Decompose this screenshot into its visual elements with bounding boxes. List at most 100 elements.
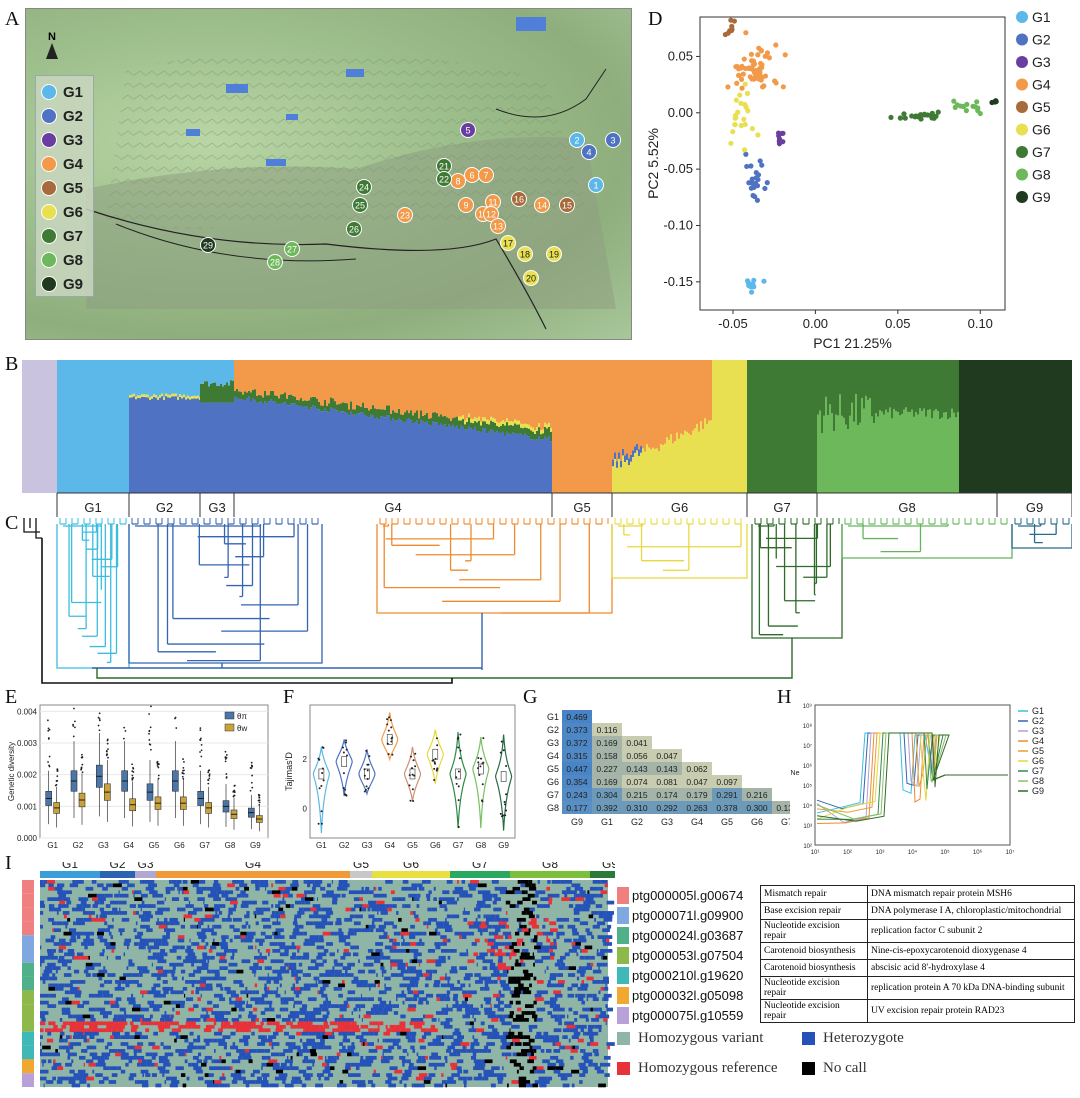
structure-bar-g2 [163,399,166,493]
i-cell [354,904,363,908]
structure-bar-g1 [224,360,227,385]
i-cell [48,986,55,991]
structure-bar-g6 [169,395,172,398]
i-cell [361,928,370,933]
site-label-12: 12 [486,210,496,220]
i-cell [52,928,54,933]
structure-bar-g6 [193,395,196,399]
i-cell [555,983,561,988]
i-cell [550,1038,560,1043]
i-cell [228,969,237,974]
i-cell [253,962,259,967]
i-cell [584,966,592,970]
i-cell [276,917,279,922]
i-cell [581,980,585,984]
i-cell [412,997,418,1002]
i-cell [153,993,163,998]
structure-bar-g4 [438,360,441,417]
site-marker-23 [397,207,413,223]
pca-legend-label: G3 [1032,54,1051,70]
i-cell [421,1055,426,1060]
e-outlier [106,753,109,756]
i-cell [469,886,476,891]
i-cell [138,942,140,946]
i-cell [279,935,283,939]
i-cell [573,907,582,912]
i-cell [529,983,532,988]
i-cell [224,986,231,991]
i-cell [279,911,285,915]
i-cell [177,938,185,943]
i-row-annotation [22,990,34,1005]
structure-bar-g7 [841,360,844,416]
i-cell [386,1028,392,1033]
structure-bar-g6 [644,451,647,493]
i-cell [274,1035,277,1039]
structure-bar-g1 [135,360,138,397]
i-cell [178,1052,185,1057]
pca-point-g4 [755,52,761,58]
i-cell [492,1031,500,1036]
i-cell [324,1059,334,1064]
structure-bar-g7 [398,408,401,419]
e-outlier [47,727,50,730]
i-cell [417,959,422,964]
i-cell [596,962,603,967]
i-cell [303,1028,305,1033]
structure-bar-g7 [214,382,217,403]
f-point [412,800,415,803]
i-cell [468,883,473,888]
structure-bar-g4 [338,360,341,405]
g-cell-value: 0.310 [626,803,648,813]
i-cell [58,1000,66,1005]
structure-bar-g2 [187,398,190,493]
f-point [434,762,437,765]
i-cell [162,980,168,984]
f-point [433,761,436,764]
i-cell [276,959,284,964]
i-cell [199,880,206,884]
i-cell [117,1028,124,1033]
e-legend-swatch [224,723,235,732]
structure-bar-g6 [612,466,615,493]
structure-bar-g4 [234,360,237,391]
structure-bar-g4 [422,360,425,416]
i-cell [175,1035,181,1039]
structure-bar-g8 [955,417,958,493]
structure-bar-g4 [366,360,369,408]
i-cell [68,1014,73,1019]
structure-bar-g1 [149,360,152,398]
structure-bar-g2 [520,433,523,493]
i-cell [426,1028,429,1033]
structure-bar-g2 [171,396,174,493]
structure-bar-g4 [476,360,479,419]
i-cell [571,1035,579,1039]
structure-bar-g7 [498,426,501,433]
i-cell [338,938,346,943]
i-cell [449,1007,453,1012]
i-cell [407,1038,416,1043]
i-cell [340,955,342,960]
i-cell [231,1007,237,1012]
structure-bar-g9 [991,360,994,493]
g-cell [742,788,772,801]
g-cell [592,762,622,775]
i-cell [219,966,223,970]
structure-bar-g2 [470,428,473,493]
i-cell [115,955,121,960]
structure-bar-g7 [432,412,435,422]
g-cell [682,762,712,775]
i-cell [418,886,425,891]
i-cell [229,949,232,953]
i-cell [327,883,332,888]
i-cell [139,973,143,977]
e-outlier [249,767,252,769]
i-cell [83,938,91,943]
i-cell [112,1031,121,1036]
i-cell [318,1028,326,1033]
structure-bar-g4 [240,360,243,392]
pca-point-g7 [917,114,924,120]
structure-bar-g4 [604,360,607,493]
i-cell [128,1014,134,1019]
